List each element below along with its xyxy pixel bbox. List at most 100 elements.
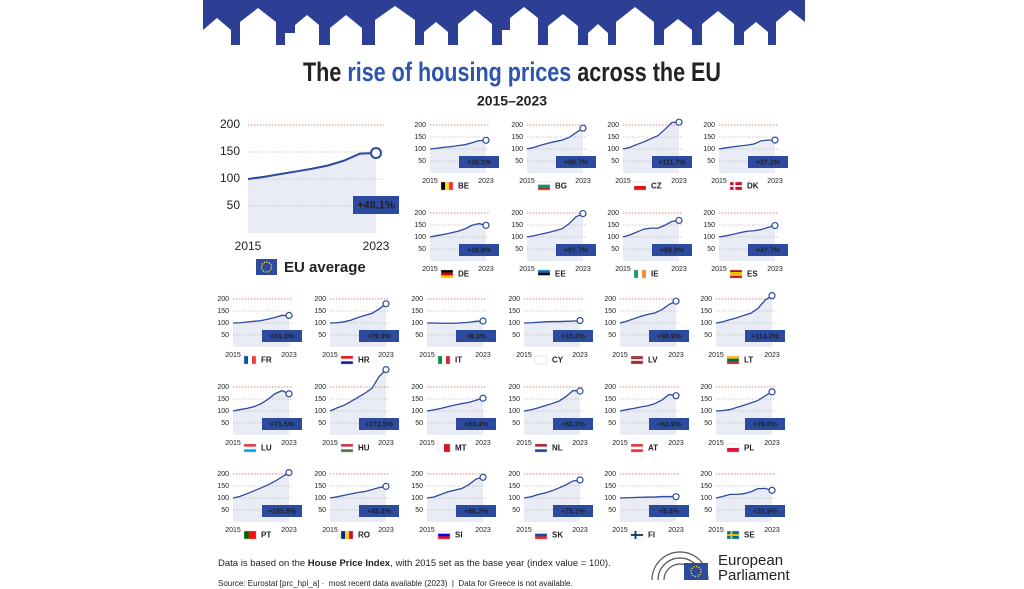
x-tick-label: 2015: [612, 440, 628, 447]
x-tick-label: 2015: [711, 178, 727, 185]
y-tick-label: 50: [318, 332, 326, 339]
end-point: [672, 392, 680, 400]
flag-stripe: [631, 444, 643, 447]
title-text: The: [303, 57, 347, 87]
flag-stripe: [244, 446, 256, 450]
annotation-box: [745, 418, 785, 430]
y-tick-label: 200: [511, 210, 523, 217]
y-tick-label: 50: [704, 420, 712, 427]
annotation-box: [459, 156, 499, 168]
flag-stripe: [535, 446, 547, 450]
y-tick-label: 200: [604, 384, 616, 391]
line: [429, 222, 487, 238]
y-tick-label: 150: [411, 396, 423, 403]
flag-border: [633, 269, 647, 279]
y-tick-label: 100: [604, 408, 616, 415]
y-tick-label: 200: [508, 471, 520, 478]
line: [232, 389, 290, 412]
line: [526, 212, 584, 238]
annotation-box: [359, 505, 399, 517]
footnote: Data is based on the House Price Index, …: [218, 558, 611, 569]
y-tick-label: 150: [604, 396, 616, 403]
banner: [203, 0, 805, 45]
y-tick-label: 200: [314, 384, 326, 391]
x-tick-label: 2023: [475, 440, 491, 447]
x-tick-label: 2015: [419, 440, 435, 447]
end-point: [382, 482, 390, 490]
line: [715, 487, 773, 499]
y-tick-label: 200: [508, 296, 520, 303]
flag-border: [729, 269, 743, 279]
line: [247, 152, 377, 180]
flag-stripe: [730, 274, 742, 277]
y-tick-label: 150: [508, 483, 520, 490]
y-tick-label: 200: [220, 117, 240, 131]
country-code: HR: [358, 356, 370, 365]
x-tick-label: 2015: [422, 178, 438, 185]
line: [622, 121, 680, 150]
y-tick-label: 50: [608, 420, 616, 427]
end-point: [768, 486, 776, 494]
line: [429, 139, 487, 150]
flag-stripe: [244, 531, 247, 539]
y-tick-label: 200: [411, 296, 423, 303]
line: [329, 303, 387, 324]
annotation: +48.4%: [367, 508, 392, 515]
y-tick-label: 200: [607, 210, 619, 217]
country-code: HU: [358, 444, 370, 453]
end-point: [576, 316, 584, 325]
flag-stripe: [444, 444, 451, 452]
annotation: +5.4%: [659, 508, 680, 515]
flag-stripe: [438, 444, 445, 452]
y-tick-label: 50: [515, 246, 523, 253]
x-tick-label: 2015: [519, 266, 535, 273]
annotation-box: [359, 330, 399, 342]
annotation: +75.1%: [561, 508, 586, 515]
annotation-box: [456, 505, 496, 517]
x-tick-label: 2023: [378, 440, 394, 447]
line: [523, 479, 581, 499]
country-code: NL: [552, 444, 563, 453]
y-tick-label: 150: [414, 134, 426, 141]
annotation-box: [745, 505, 785, 517]
annotation-box: [748, 244, 788, 256]
country-code: BG: [555, 182, 567, 191]
flag-stripe: [449, 182, 454, 190]
y-tick-label: 50: [608, 507, 616, 514]
country-code: RO: [358, 531, 370, 540]
flag-stripe: [538, 272, 550, 276]
flag-stripe: [535, 449, 547, 453]
annotation: +53.4%: [464, 421, 489, 428]
flag-stripe: [341, 444, 353, 447]
x-tick-label: 2023: [764, 527, 780, 534]
end-point: [675, 118, 683, 126]
flag-stripe: [631, 357, 643, 360]
y-tick-label: 150: [217, 396, 229, 403]
footnote-text: Data is based on the: [218, 558, 308, 569]
y-tick-label: 200: [604, 471, 616, 478]
annotation: +37.1%: [756, 159, 781, 166]
country-code: FR: [261, 356, 272, 365]
y-tick-label: 100: [508, 320, 520, 327]
flag-border: [243, 530, 257, 540]
y-tick-label: 100: [414, 234, 426, 241]
country-code: AT: [648, 444, 658, 453]
y-tick-label: 50: [707, 158, 715, 165]
line: [232, 314, 290, 324]
y-tick-label: 150: [508, 308, 520, 315]
flag-stripe: [631, 362, 643, 365]
end-point: [771, 136, 779, 144]
source: Source: Eurostat [prc_hpi_a] · most rece…: [218, 579, 573, 588]
y-tick-label: 150: [703, 134, 715, 141]
flag-stripe: [631, 359, 643, 361]
logo-text: Parliament: [718, 567, 791, 584]
flag-stripe: [538, 182, 550, 185]
x-tick-label: 2015: [711, 266, 727, 273]
x-tick-label: 2023: [572, 440, 588, 447]
y-tick-label: 50: [318, 420, 326, 427]
flag-stripe: [244, 444, 256, 447]
y-tick-label: 50: [515, 158, 523, 165]
annotation-box: [748, 156, 788, 168]
x-tick-label: 2023: [475, 527, 491, 534]
country-code: MT: [455, 444, 467, 453]
